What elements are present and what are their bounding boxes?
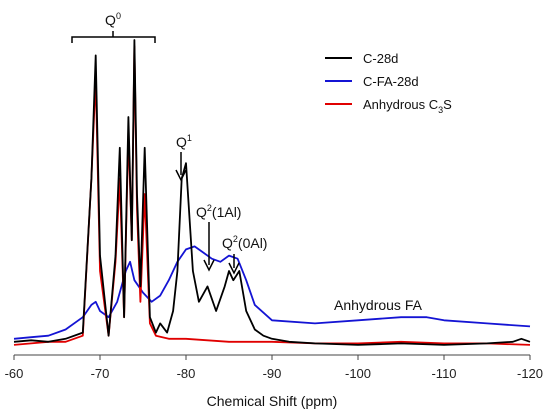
legend: C-28d C-FA-28d Anhydrous C3S [325,51,452,115]
q2-1al-label: Q2(1Al) [196,203,241,220]
x-axis-ticks: -60 -70 -80 -90 -100 -110 -120 [5,355,543,381]
x-tick-label: -110 [431,366,456,381]
x-tick-label: -80 [177,366,196,381]
q2-0al-arrow [228,254,240,275]
legend-label-c-fa-28d: C-FA-28d [363,74,419,89]
anhydrous-fa-label: Anhydrous FA [334,297,423,313]
q1-label: Q1 [176,133,192,150]
x-tick-label: -60 [5,366,24,381]
x-tick-label: -120 [517,366,543,381]
q1-arrow [175,152,187,182]
x-axis-label: Chemical Shift (ppm) [207,393,338,409]
series-group [13,39,531,346]
x-tick-label: -70 [91,366,110,381]
series-line-c-fa-28d [13,245,531,340]
legend-label-c-28d: C-28d [363,51,398,66]
q0-label: Q0 [105,11,121,28]
x-tick-label: -100 [345,366,371,381]
q2-0al-label: Q2(0Al) [222,234,267,251]
q0-bracket [71,31,156,43]
legend-label-anhydrous-c3s: Anhydrous C3S [363,97,452,115]
q2-1al-arrow [203,222,215,272]
x-tick-label: -90 [263,366,282,381]
series-line-c-28d [13,39,531,346]
series-line-anhydrous-c3s [13,45,531,346]
